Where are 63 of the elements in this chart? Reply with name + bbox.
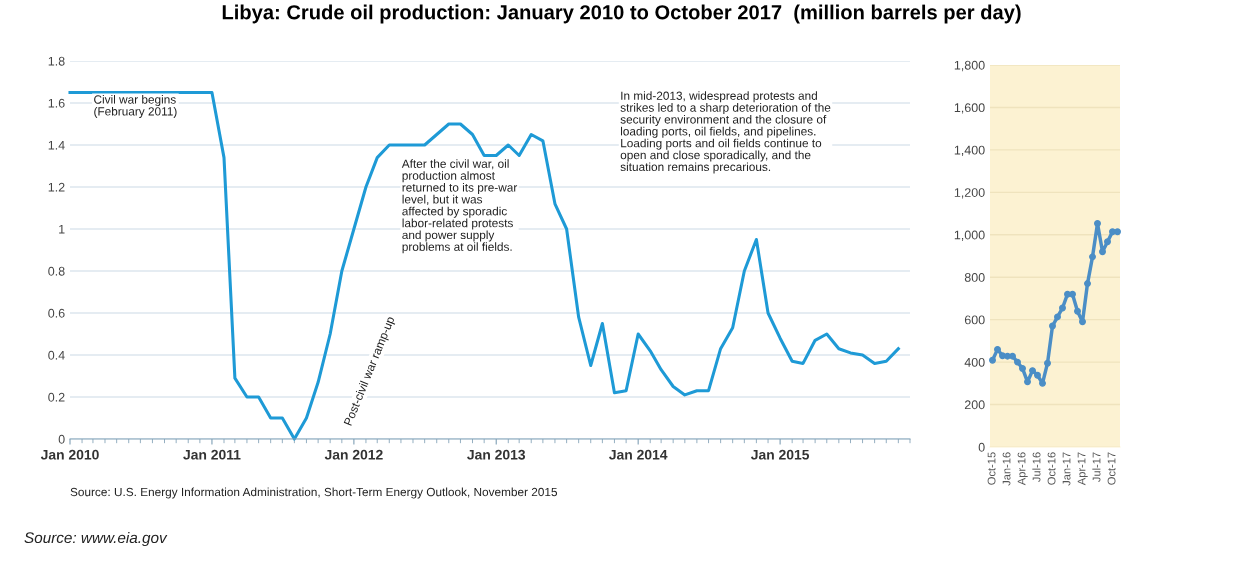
point — [1044, 359, 1051, 367]
point — [1059, 304, 1066, 312]
x-tick-label: Oct-17 — [1107, 452, 1116, 485]
point — [1019, 365, 1026, 372]
y-tick-label: 0.2 — [48, 392, 65, 402]
source-note: Source: U.S. Energy Information Administration, Short-Term Energy Outlook, November 2015 — [70, 487, 558, 499]
point — [1014, 358, 1021, 366]
y-tick-label: 1,400 — [954, 145, 985, 157]
point — [1034, 371, 1041, 379]
point — [1084, 280, 1091, 288]
point — [1029, 367, 1036, 375]
chart-title: Libya: Crude oil production: January 2010 to October 2017 (million barrels per day) — [222, 4, 1021, 24]
x-tick-label: Jan-17 — [1062, 452, 1071, 486]
y-tick-label: 1,600 — [954, 103, 985, 114]
annotation: After the civil war, oil production almost returned to its pre-war level, but it was affected by sporadic labor-related protests and power supply problems at oil fields. — [401, 159, 518, 254]
y-tick-label: 1,800 — [954, 60, 985, 72]
point — [1089, 253, 1096, 261]
x-tick-label: Jul-16 — [1032, 452, 1041, 482]
y-tick-label: 1.2 — [48, 182, 65, 192]
y-tick-label: 400 — [964, 357, 985, 367]
y-tick-label: 0.6 — [48, 308, 65, 318]
x-tick-label: Apr-16 — [1017, 452, 1028, 486]
y-tick-label: 800 — [964, 273, 985, 282]
y-tick-label: 1 — [59, 224, 65, 234]
point — [1049, 322, 1056, 330]
point — [1054, 313, 1061, 321]
y-tick-label: 1.4 — [48, 140, 65, 150]
y-tick-label: 1.8 — [48, 56, 65, 66]
point — [1024, 378, 1031, 386]
y-tick-label: 0.8 — [48, 266, 65, 276]
y-tick-label: 1.6 — [48, 98, 65, 108]
line-series — [68, 90, 900, 441]
x-tick-label: Jan-16 — [1002, 452, 1011, 486]
point — [1104, 238, 1111, 246]
y-tick-label: 0 — [978, 442, 985, 452]
y-tick-label: 200 — [964, 400, 985, 410]
x-tick-label: Jan 2014 — [609, 449, 668, 460]
source-note: Source: www.eia.gov — [24, 531, 168, 547]
point — [1079, 318, 1086, 326]
point — [1099, 248, 1106, 256]
point — [1074, 307, 1081, 315]
x-tick-label: Jul-17 — [1092, 452, 1101, 482]
x-tick-label: Jan 2011 — [183, 449, 241, 460]
point — [1114, 228, 1121, 236]
x-tick-label: Jan 2013 — [467, 449, 526, 460]
y-tick-label: 1,000 — [954, 230, 985, 241]
y-tick-label: 600 — [964, 315, 985, 325]
annotation: In mid-2013, widespread protests and strikes led to a sharp deterioration of the security environment and the closure of loading ports, oil fields, and pipelines. Loading ports and oil fields continue to open and close sporadically, and the situation remains precarious. — [620, 91, 831, 174]
y-tick-label: 0 — [58, 434, 65, 444]
x-tick-label: Jan 2012 — [324, 449, 383, 460]
point — [989, 356, 996, 364]
x-tick-label: Jan 2010 — [40, 449, 99, 460]
x-tick-label: Jan 2015 — [750, 449, 810, 460]
x-tick-label: Oct-15 — [987, 452, 996, 485]
y-tick-label: 1,200 — [954, 188, 985, 199]
x-tick-label: Oct-16 — [1047, 452, 1056, 485]
point — [1009, 352, 1016, 360]
x-tick-label: Apr-17 — [1077, 452, 1088, 486]
point — [1069, 290, 1076, 298]
y-tick-label: 0.4 — [48, 350, 65, 360]
point — [1094, 220, 1101, 228]
point — [994, 345, 1001, 353]
annotation: Civil war begins (February 2011) — [94, 95, 177, 118]
